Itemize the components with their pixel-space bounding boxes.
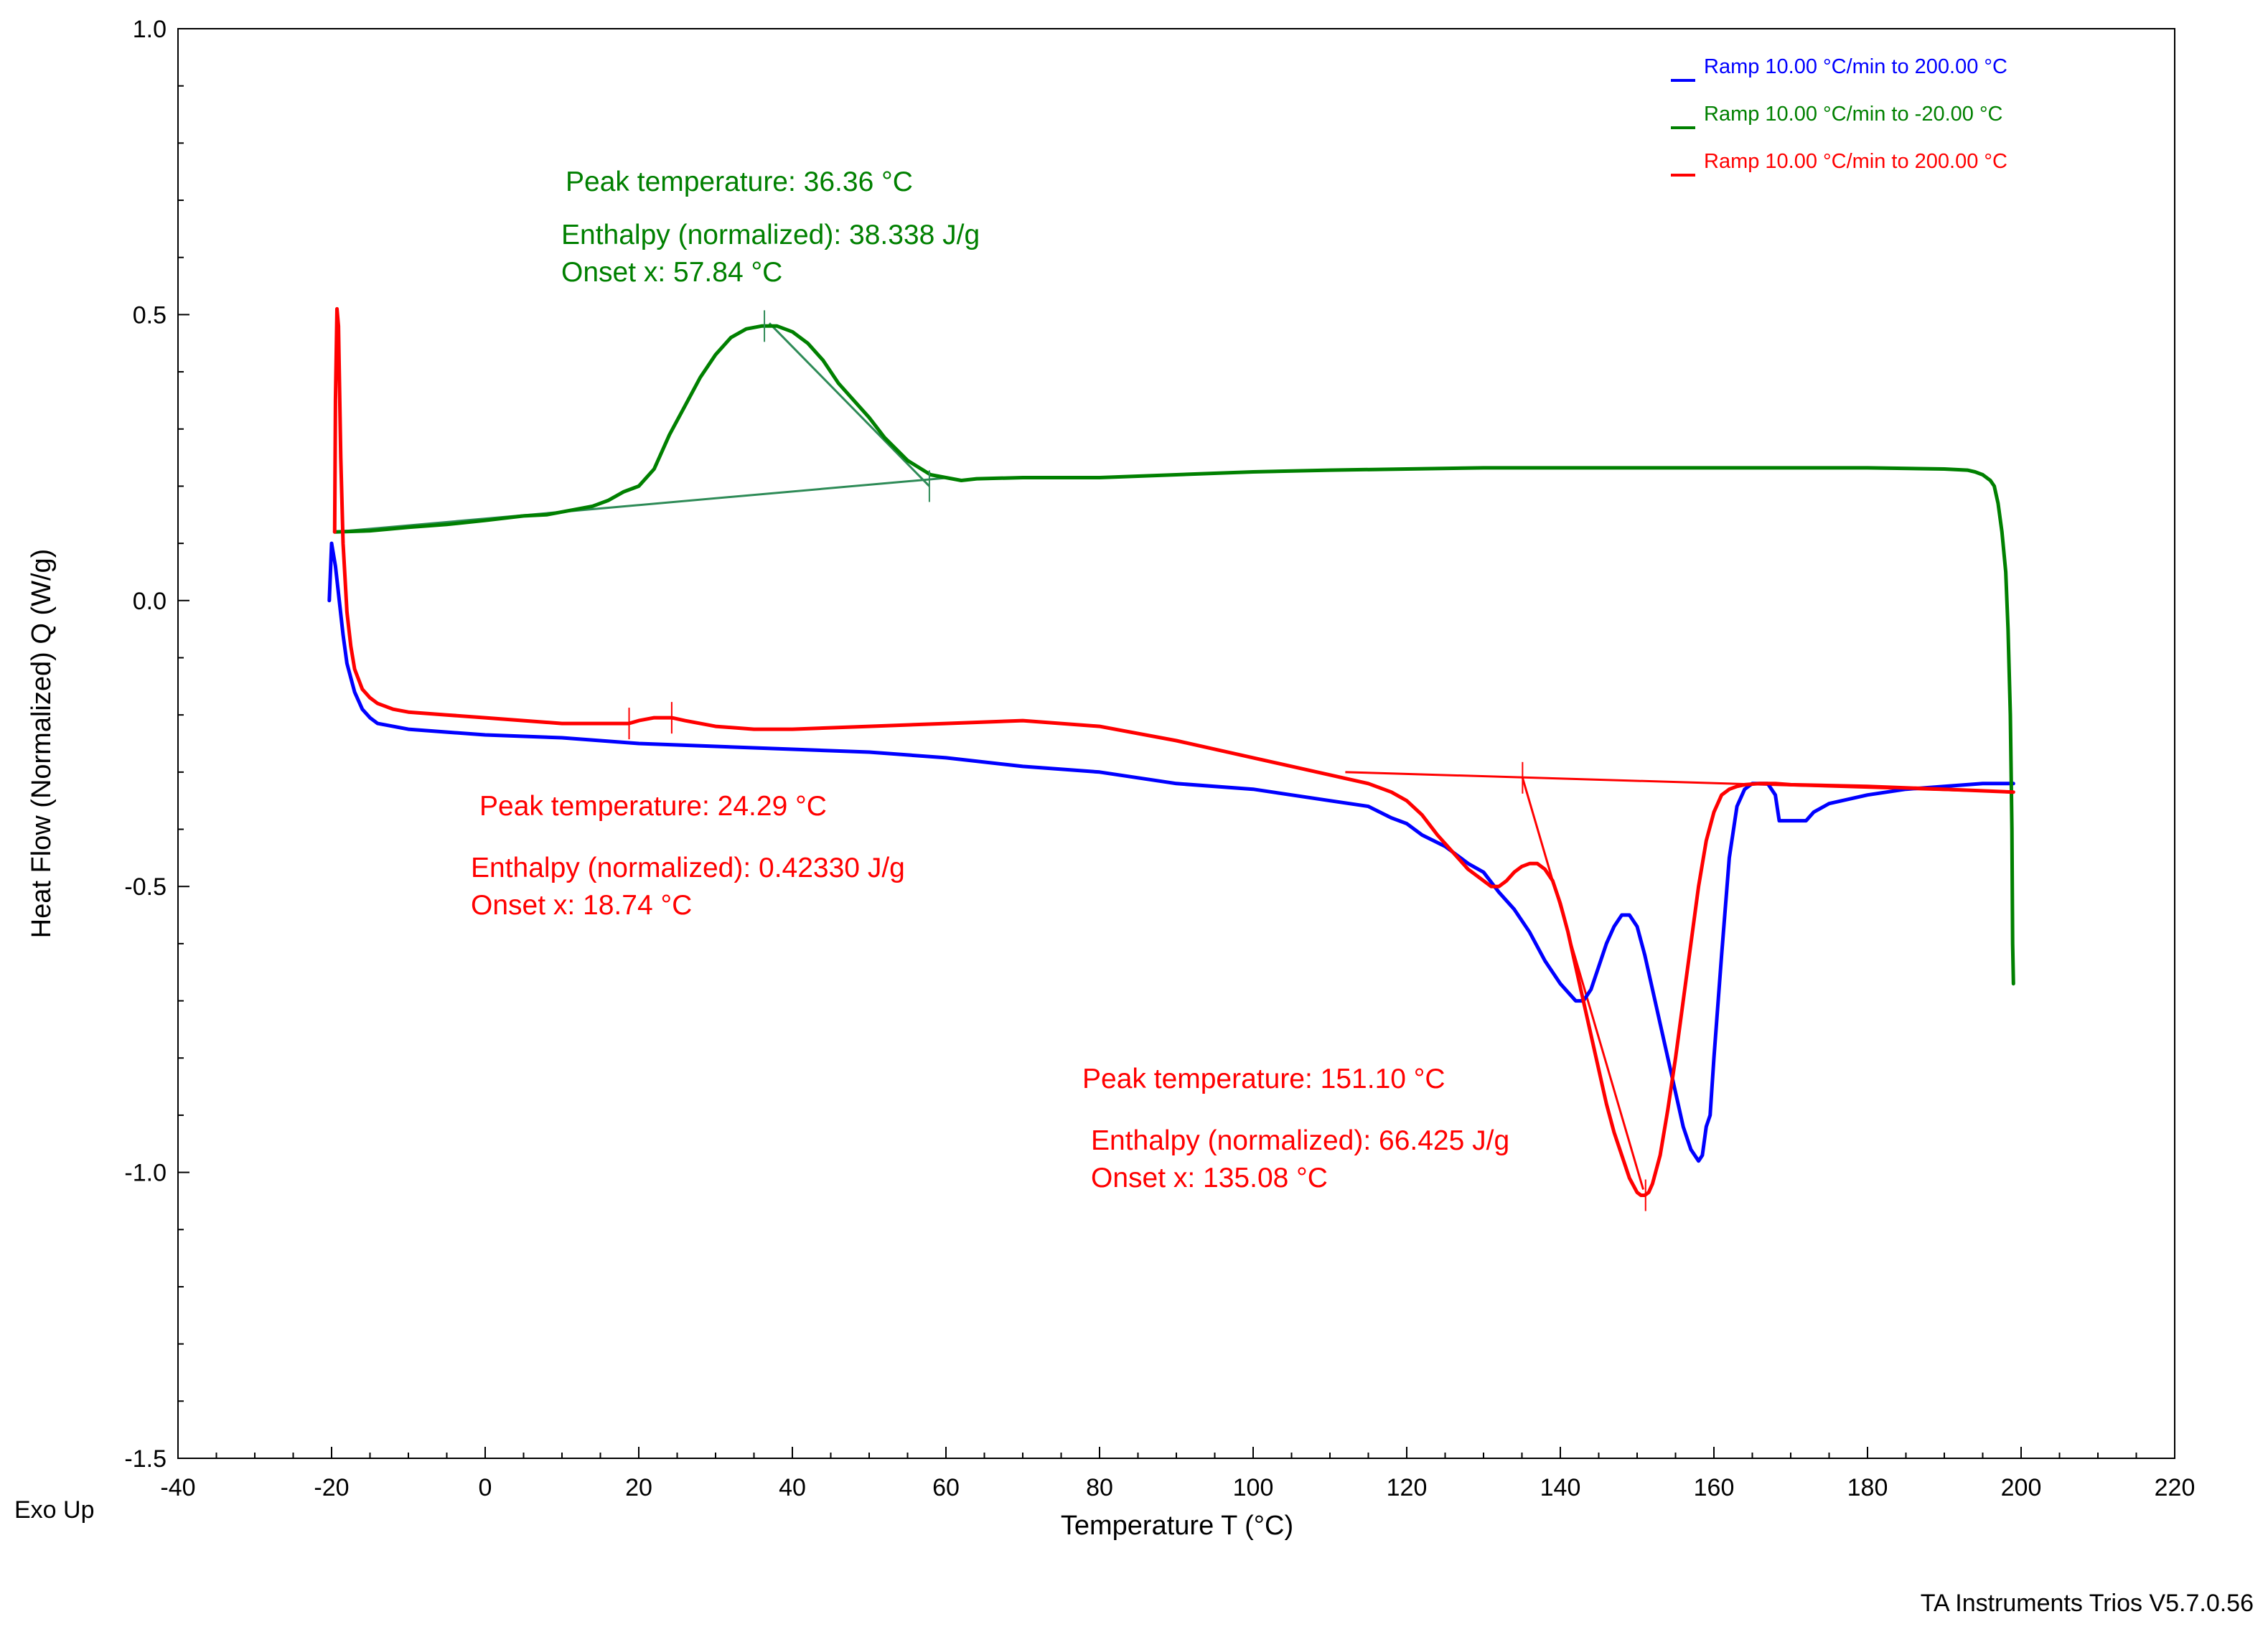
- y-tick-label: -1.0: [124, 1160, 167, 1187]
- x-tick-label: 40: [779, 1474, 806, 1501]
- annotation-text: Enthalpy (normalized): 38.338 J/g: [561, 220, 980, 250]
- x-axis-label: Temperature T (°C): [1061, 1511, 1293, 1541]
- x-tick-label: 200: [2001, 1474, 2042, 1501]
- analysis-annotations: Peak temperature: 36.36 °C Enthalpy (norm…: [471, 166, 1509, 1193]
- x-tick-label: 120: [1387, 1474, 1428, 1501]
- axis-ticks: [177, 28, 2175, 1459]
- legend-entry: Ramp 10.00 °C/min to -20.00 °C: [1704, 103, 2003, 126]
- x-tick-label: 100: [1233, 1474, 1274, 1501]
- y-tick-label: 0.0: [133, 588, 167, 615]
- annotation-text: Onset x: 18.74 °C: [471, 890, 692, 921]
- x-tick-label: -40: [160, 1474, 195, 1501]
- x-tick-label: 160: [1694, 1474, 1735, 1501]
- y-tick-label: -0.5: [124, 873, 167, 901]
- plot-frame: [177, 28, 2175, 1459]
- annotation-text: Peak temperature: 36.36 °C: [566, 166, 913, 197]
- y-tick-labels: -1.5 -1.0 -0.5 0.0 0.5 1.0: [124, 16, 167, 1473]
- x-tick-label: 220: [2155, 1474, 2196, 1501]
- series-line-3: [332, 306, 2015, 1197]
- y-tick-label: -1.5: [124, 1445, 167, 1473]
- annotation-text: Enthalpy (normalized): 66.425 J/g: [1091, 1125, 1509, 1156]
- series-lines: [327, 306, 2015, 1197]
- annotation-text: Onset x: 57.84 °C: [561, 257, 782, 288]
- x-tick-label: 20: [625, 1474, 652, 1501]
- legend-entry: Ramp 10.00 °C/min to 200.00 °C: [1704, 150, 2007, 173]
- annotation-text: Peak temperature: 151.10 °C: [1082, 1064, 1445, 1094]
- x-tick-label: 80: [1086, 1474, 1113, 1501]
- legend: Ramp 10.00 °C/min to 200.00 °C Ramp 10.00…: [1671, 55, 2007, 177]
- y-axis-label: Heat Flow (Normalized) Q (W/g): [27, 549, 57, 939]
- y-tick-label: 1.0: [133, 16, 167, 43]
- software-version: TA Instruments Trios V5.7.0.56: [1920, 1590, 2254, 1617]
- analysis-markers: [628, 310, 1646, 1211]
- x-tick-labels: -40 -20 0 20 40 60 80 100 120 140 160 180 200 220: [160, 1474, 2195, 1501]
- x-tick-label: 0: [479, 1474, 492, 1501]
- x-tick-label: 60: [932, 1474, 960, 1501]
- construction-line: [334, 476, 950, 533]
- annotation-text: Peak temperature: 24.29 °C: [479, 791, 827, 822]
- series-line-2: [332, 324, 2015, 986]
- annotation-text: Enthalpy (normalized): 0.42330 J/g: [471, 853, 905, 883]
- construction-line: [1521, 777, 1644, 1190]
- x-tick-label: -20: [314, 1474, 349, 1501]
- x-tick-label: 180: [1847, 1474, 1888, 1501]
- construction-line: [768, 322, 930, 487]
- series-line-1: [327, 541, 2015, 1163]
- x-tick-label: 140: [1540, 1474, 1581, 1501]
- annotation-text: Onset x: 135.08 °C: [1091, 1163, 1328, 1193]
- y-tick-label: 0.5: [133, 301, 167, 329]
- legend-entry: Ramp 10.00 °C/min to 200.00 °C: [1704, 55, 2007, 78]
- exo-up-label: Exo Up: [14, 1496, 95, 1524]
- construction-lines: [334, 322, 2014, 1190]
